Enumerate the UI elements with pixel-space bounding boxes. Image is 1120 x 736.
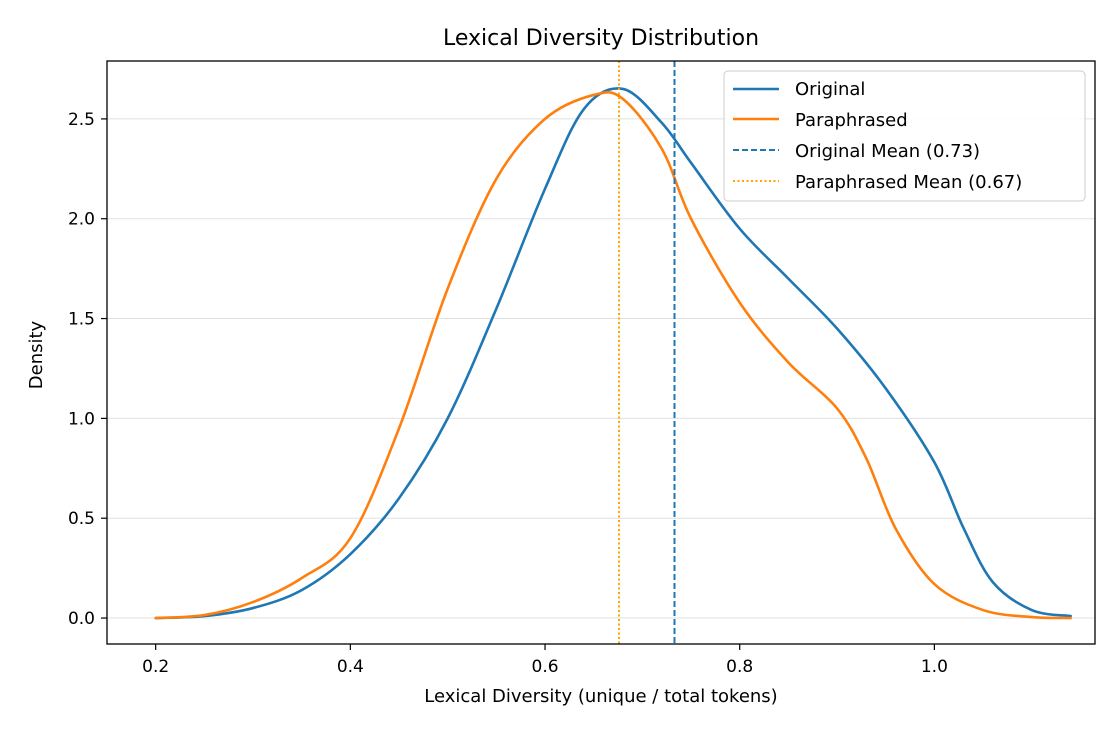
x-tick-label-4: 1.0 [921,657,948,677]
grid-layer [107,118,1095,619]
x-tick-label-2: 0.6 [532,657,559,677]
chart-title: Lexical Diversity Distribution [443,26,759,51]
legend-label-original-mean: Original Mean (0.73) [795,141,980,162]
y-axis-label: Density [26,320,47,389]
y-tick-label-0: 0.0 [68,609,95,629]
series-layer [154,61,1072,644]
legend-label-paraphrased-mean: Paraphrased Mean (0.67) [795,172,1022,193]
plot-frame [106,60,1096,645]
y-tick-label-1: 0.5 [68,509,95,529]
x-tick-label-0: 0.2 [142,657,169,677]
series-line-paraphrased [154,91,1072,620]
legend-label-paraphrased: Paraphrased [795,110,908,131]
legend: Original Paraphrased Original Mean (0.73… [723,70,1086,202]
y-tick-label-2: 1.0 [68,409,95,429]
x-axis-ticks: 0.2 0.4 0.6 0.8 1.0 [142,644,948,677]
x-axis-label: Lexical Diversity (unique / total tokens… [424,686,777,707]
y-tick-label-5: 2.5 [68,110,95,130]
series-line-original [154,87,1072,620]
legend-label-original: Original [795,79,865,100]
legend-box [723,70,1086,202]
y-tick-label-3: 1.5 [68,310,95,330]
y-axis-ticks: 0.0 0.5 1.0 1.5 2.0 2.5 [68,110,107,629]
x-tick-label-3: 0.8 [726,657,753,677]
y-tick-label-4: 2.0 [68,210,95,230]
x-tick-label-1: 0.4 [337,657,364,677]
